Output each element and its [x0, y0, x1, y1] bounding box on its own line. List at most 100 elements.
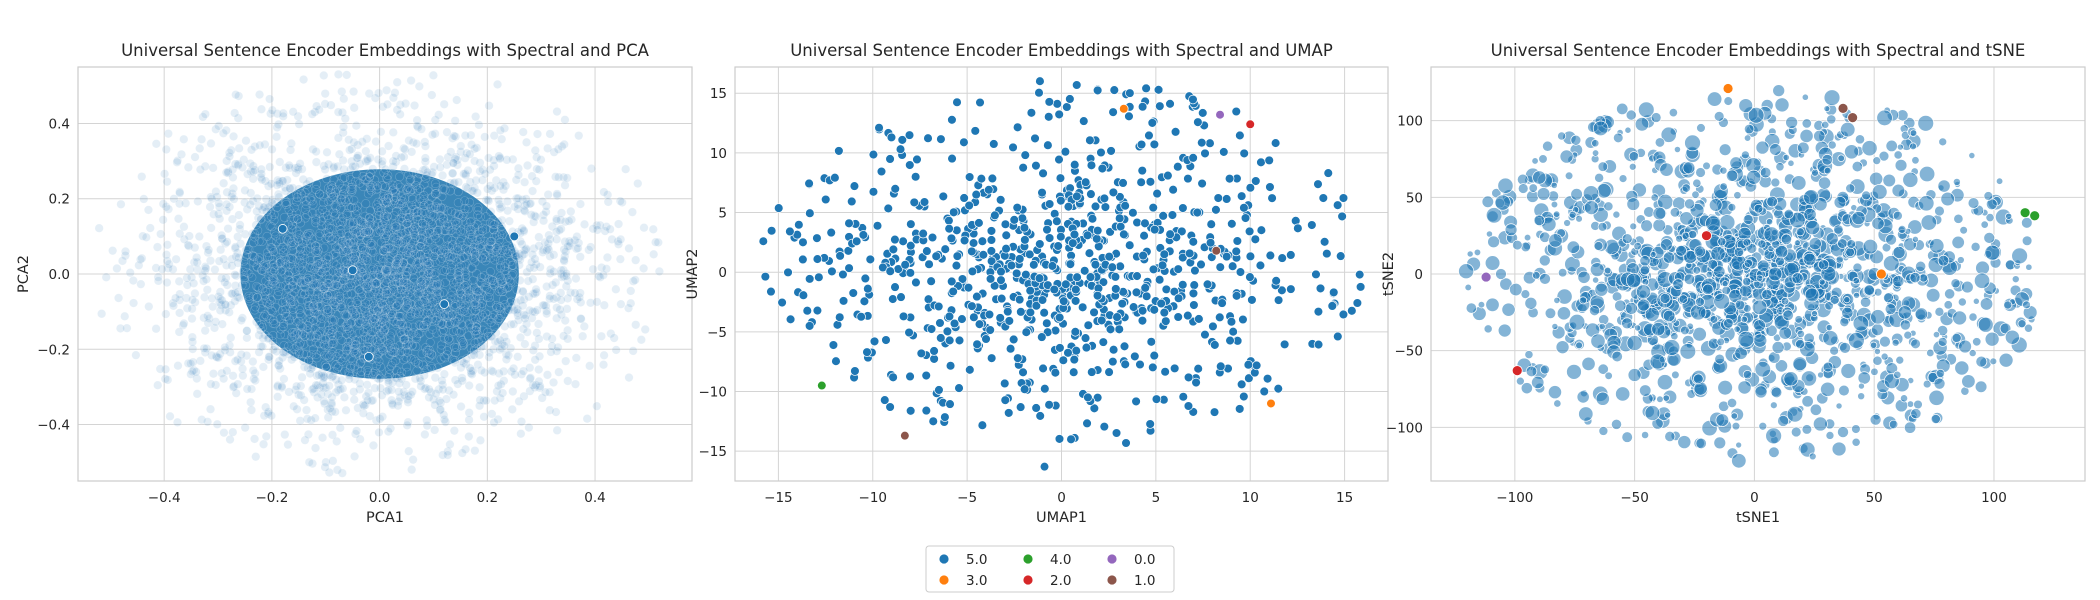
data-point [297, 295, 307, 305]
data-point [448, 168, 458, 178]
data-point [1149, 305, 1159, 315]
data-point [207, 350, 217, 360]
data-point [900, 260, 910, 270]
data-point [1188, 153, 1198, 163]
data-point [471, 175, 481, 185]
data-point [904, 327, 914, 338]
data-point [396, 152, 406, 162]
data-point [344, 219, 354, 229]
data-point [449, 282, 459, 292]
data-point [448, 133, 458, 143]
data-point [410, 205, 420, 215]
data-point [219, 254, 229, 264]
data-point [498, 295, 508, 305]
data-point [444, 319, 454, 329]
data-point [1128, 207, 1138, 218]
data-point [578, 331, 588, 341]
data-point [522, 267, 532, 277]
data-point [115, 323, 125, 333]
data-point [403, 417, 413, 427]
data-point [370, 285, 380, 295]
data-point [838, 296, 849, 306]
data-point [651, 237, 661, 247]
data-point [394, 396, 404, 406]
data-point [262, 231, 272, 241]
data-point [413, 256, 423, 266]
data-point [401, 340, 411, 350]
data-point [1055, 173, 1066, 183]
data-point [322, 147, 332, 157]
data-point [241, 136, 251, 146]
data-point [432, 203, 442, 213]
data-point [921, 405, 932, 416]
data-point [295, 416, 305, 426]
data-point [515, 236, 525, 246]
data-point [509, 231, 520, 242]
data-point [449, 426, 459, 436]
data-point [760, 271, 771, 282]
data-point [471, 252, 481, 262]
data-point [492, 386, 502, 396]
data-point [468, 232, 478, 242]
data-point [535, 351, 545, 361]
data-point [1099, 193, 1110, 204]
data-point [332, 273, 342, 283]
data-point [411, 260, 421, 270]
data-point [440, 246, 450, 256]
data-point [649, 249, 659, 259]
data-point [626, 298, 636, 308]
data-point [230, 296, 240, 306]
data-point [319, 243, 329, 253]
data-point [459, 303, 469, 313]
data-point [1137, 315, 1148, 326]
data-point [114, 293, 124, 303]
data-point [291, 208, 301, 218]
data-point [1231, 106, 1242, 117]
data-point [343, 289, 353, 299]
data-point [449, 131, 459, 141]
data-point [1688, 229, 1698, 239]
data-point [407, 215, 417, 225]
data-point [543, 143, 553, 153]
data-point [316, 389, 326, 399]
data-point [241, 262, 251, 272]
data-point [285, 184, 295, 194]
data-point [344, 370, 354, 380]
data-point [230, 159, 240, 169]
data-point [265, 314, 275, 324]
data-point [1735, 441, 1743, 449]
data-point [1273, 383, 1284, 394]
data-point [358, 400, 368, 410]
data-point [436, 344, 446, 354]
data-point [387, 328, 397, 338]
data-point [285, 316, 295, 326]
data-point [1161, 316, 1171, 326]
data-point [351, 305, 361, 315]
data-point [377, 225, 387, 235]
data-point [390, 347, 400, 357]
data-point [452, 257, 462, 267]
data-point [1165, 99, 1175, 109]
data-point [331, 298, 341, 308]
data-point [305, 193, 315, 203]
data-point [298, 349, 308, 359]
data-point [309, 315, 319, 325]
data-point [471, 322, 481, 332]
data-point [380, 199, 390, 209]
data-point [425, 277, 435, 287]
data-point [255, 256, 265, 266]
data-point [346, 237, 356, 247]
data-point [388, 347, 398, 357]
data-point [416, 287, 426, 297]
data-point [353, 403, 363, 413]
data-point [376, 237, 386, 247]
data-point [210, 265, 220, 275]
data-point [424, 200, 434, 210]
data-point [264, 333, 274, 343]
data-point [238, 371, 248, 381]
data-point [383, 307, 393, 317]
data-point [1173, 161, 1183, 172]
data-point [1000, 219, 1011, 230]
data-point [559, 139, 569, 149]
data-point [342, 210, 352, 220]
